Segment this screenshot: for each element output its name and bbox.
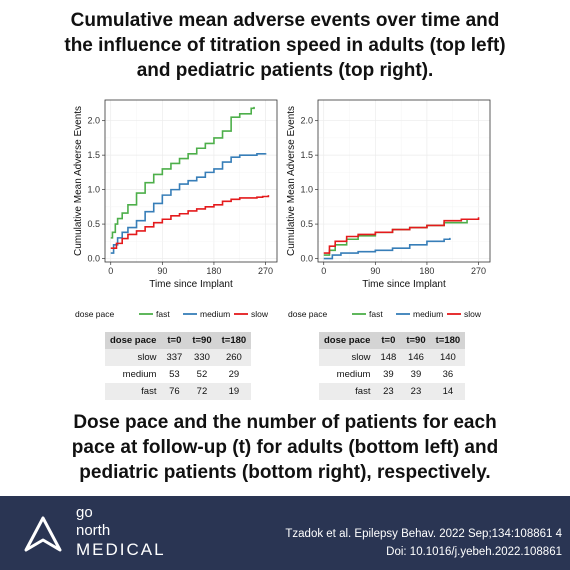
pediatric-chart: 0 90 180 270 0.0 0.5 1.0 1.5 2.0 Time since Impla… <box>286 99 491 319</box>
table-cell: 36 <box>430 366 466 383</box>
column-header: t=0 <box>161 332 188 349</box>
column-header: t=180 <box>430 332 466 349</box>
table-cell: 148 <box>375 349 402 366</box>
legend-label-medium: medium <box>413 309 443 319</box>
logo-medical: MEDICAL <box>76 540 166 559</box>
table-cell: 29 <box>216 366 252 383</box>
x-tick-label: 180 <box>419 266 434 276</box>
citation-line: Tzadok et al. Epilepsy Behav. 2022 Sep;1… <box>285 528 562 540</box>
legend-label-medium: medium <box>200 309 230 319</box>
table-cell: 39 <box>375 366 402 383</box>
y-tick-label: 0.5 <box>300 219 313 229</box>
heading-line: Dose pace and the number of patients for… <box>73 412 497 433</box>
table-cell: 330 <box>187 349 217 366</box>
series-line-slow <box>323 217 480 254</box>
table-header-row: dose pace t=0 t=90 t=180 <box>319 332 466 349</box>
row-label: slow <box>105 349 162 366</box>
legend-label-slow: slow <box>251 309 269 319</box>
table-cell: 19 <box>216 383 252 400</box>
pediatric-count-table: dose pace t=0 t=90 t=180 slow 148 146 14… <box>319 332 466 400</box>
y-tick-label: 1.5 <box>87 150 100 160</box>
table-row: medium 53 52 29 <box>105 366 252 383</box>
table-header-row: dose pace t=0 t=90 t=180 <box>105 332 252 349</box>
column-header: t=90 <box>401 332 431 349</box>
page-title: Cumulative mean adverse events over time… <box>0 8 570 83</box>
y-tick-label: 1.0 <box>87 185 100 195</box>
y-tick-label: 0.0 <box>300 254 313 264</box>
table-row: slow 148 146 140 <box>319 349 466 366</box>
column-header: t=0 <box>375 332 402 349</box>
y-tick-label: 0.0 <box>87 254 100 264</box>
title-line: the influence of titration speed in adul… <box>64 35 506 56</box>
row-label: medium <box>319 366 376 383</box>
legend-label-fast: fast <box>369 309 383 319</box>
table-cell: 23 <box>401 383 431 400</box>
table-cell: 14 <box>430 383 466 400</box>
plot-frame <box>104 99 278 263</box>
legend-title: dose pace <box>288 309 327 319</box>
series-line-fast <box>110 106 255 239</box>
table-cell: 140 <box>430 349 466 366</box>
logo-arrow-icon <box>24 516 62 552</box>
column-header: t=90 <box>187 332 217 349</box>
table-cell: 260 <box>216 349 252 366</box>
series-line-medium <box>110 152 267 254</box>
heading-line: pediatric patients (bottom right), respe… <box>79 462 491 483</box>
table-cell: 337 <box>161 349 188 366</box>
table-row: medium 39 39 36 <box>319 366 466 383</box>
x-tick-label: 0 <box>321 266 326 276</box>
series-line-medium <box>323 237 451 260</box>
plot-background <box>318 100 490 262</box>
logo-north: north <box>76 522 111 539</box>
x-axis-label: Time since Implant <box>149 279 233 290</box>
y-tick-label: 1.0 <box>300 185 313 195</box>
title-line: Cumulative mean adverse events over time… <box>70 10 500 31</box>
table-row: slow 337 330 260 <box>105 349 252 366</box>
heading-line: pace at follow-up (t) for adults (bottom… <box>71 437 499 458</box>
table-cell: 146 <box>401 349 431 366</box>
title-line: and pediatric patients (top right). <box>136 60 434 81</box>
legend-label-slow: slow <box>464 309 482 319</box>
table-row: fast 76 72 19 <box>105 383 252 400</box>
column-header: dose pace <box>319 332 376 349</box>
row-label: fast <box>319 383 376 400</box>
plot-frame <box>317 99 491 263</box>
x-tick-label: 90 <box>370 266 380 276</box>
y-axis-label: Cumulative Mean Adverse Events <box>286 106 297 256</box>
row-label: slow <box>319 349 376 366</box>
column-header: t=180 <box>216 332 252 349</box>
x-tick-label: 270 <box>471 266 486 276</box>
table-cell: 72 <box>187 383 217 400</box>
y-tick-label: 1.5 <box>300 150 313 160</box>
row-label: fast <box>105 383 162 400</box>
logo-go: go <box>76 504 93 521</box>
x-tick-label: 0 <box>108 266 113 276</box>
adult-chart: 0 90 180 270 0.0 0.5 1.0 1.5 2.0 Time since Impla… <box>73 99 278 319</box>
y-axis-label: Cumulative Mean Adverse Events <box>73 106 84 256</box>
legend-title: dose pace <box>75 309 114 319</box>
table-cell: 53 <box>161 366 188 383</box>
doi-line: Doi: 10.1016/j.yebeh.2022.108861 <box>386 546 562 558</box>
adult-count-table: dose pace t=0 t=90 t=180 slow 337 330 26… <box>105 332 252 400</box>
x-tick-label: 90 <box>157 266 167 276</box>
x-tick-label: 180 <box>206 266 221 276</box>
y-tick-label: 0.5 <box>87 219 100 229</box>
footer-banner: go north MEDICAL Tzadok et al. Epilepsy … <box>0 496 570 570</box>
table-cell: 76 <box>161 383 188 400</box>
y-tick-label: 2.0 <box>300 116 313 126</box>
x-tick-label: 270 <box>258 266 273 276</box>
table-cell: 52 <box>187 366 217 383</box>
x-axis-label: Time since Implant <box>362 279 446 290</box>
table-cell: 39 <box>401 366 431 383</box>
table-cell: 23 <box>375 383 402 400</box>
section-heading: Dose pace and the number of patients for… <box>0 410 570 485</box>
row-label: medium <box>105 366 162 383</box>
series-line-slow <box>110 195 270 250</box>
table-row: fast 23 23 14 <box>319 383 466 400</box>
legend-label-fast: fast <box>156 309 170 319</box>
y-tick-label: 2.0 <box>87 116 100 126</box>
column-header: dose pace <box>105 332 162 349</box>
